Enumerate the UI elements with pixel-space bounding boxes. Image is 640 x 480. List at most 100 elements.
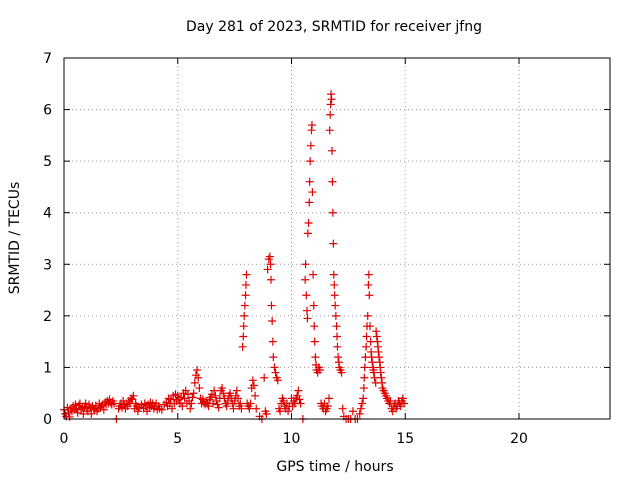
data-point (332, 322, 341, 331)
data-point (331, 311, 340, 320)
data-point (315, 366, 324, 375)
y-tick-label: 1 (43, 360, 52, 376)
data-point (296, 399, 305, 408)
data-point (338, 404, 347, 413)
data-point (374, 347, 383, 356)
data-point (263, 265, 272, 274)
x-tick-label: 0 (60, 431, 69, 447)
data-point (368, 358, 377, 367)
data-point (238, 342, 247, 351)
data-point (137, 400, 146, 409)
data-point (218, 384, 227, 393)
grid-lines (64, 58, 610, 419)
data-point (326, 110, 335, 119)
data-point (372, 327, 381, 336)
data-point (359, 394, 368, 403)
data-point (269, 353, 278, 362)
data-point (356, 404, 365, 413)
data-point (173, 391, 182, 400)
chart-title: Day 281 of 2023, SRMTID for receiver jfn… (186, 19, 482, 35)
data-point (239, 332, 248, 341)
data-point (363, 311, 372, 320)
data-point (190, 378, 199, 387)
data-point (309, 301, 318, 310)
data-point (229, 404, 238, 413)
data-point (334, 353, 343, 362)
data-point (364, 270, 373, 279)
y-tick-label: 0 (43, 412, 52, 428)
data-point (370, 373, 379, 382)
data-point (270, 363, 279, 372)
data-point (377, 373, 386, 382)
data-point (193, 366, 202, 375)
data-point (276, 407, 285, 416)
data-point (328, 208, 337, 217)
data-point (366, 337, 375, 346)
data-point (194, 373, 203, 382)
data-point (306, 141, 315, 150)
data-point (219, 389, 228, 398)
y-tick-label: 5 (43, 154, 52, 170)
y-tick-label: 4 (43, 206, 52, 222)
data-point (204, 402, 213, 411)
data-point (226, 389, 235, 398)
data-point (128, 395, 137, 404)
data-point (260, 373, 269, 382)
data-point (187, 399, 196, 408)
data-point (323, 402, 332, 411)
data-point (327, 146, 336, 155)
data-point (232, 386, 241, 395)
data-point (99, 405, 108, 414)
data-point (246, 399, 255, 408)
data-point (189, 389, 198, 398)
data-point (234, 394, 243, 403)
data-point (239, 322, 248, 331)
data-point (157, 405, 166, 414)
data-point (214, 403, 223, 412)
data-point (310, 322, 319, 331)
data-point (110, 399, 119, 408)
data-point (81, 399, 90, 408)
data-point (302, 291, 311, 300)
data-point (252, 404, 261, 413)
data-point (375, 353, 384, 362)
data-point (302, 306, 311, 315)
data-point (65, 412, 74, 421)
data-point (386, 396, 395, 405)
data-point (87, 409, 96, 418)
data-point (64, 408, 73, 417)
data-point (240, 301, 249, 310)
data-point (210, 386, 219, 395)
data-point (305, 198, 314, 207)
data-point (372, 332, 381, 341)
data-point (245, 404, 254, 413)
data-point (367, 353, 376, 362)
data-point (304, 219, 313, 228)
data-point (362, 332, 371, 341)
data-point (327, 95, 336, 104)
data-point (63, 403, 72, 412)
data-point (365, 322, 374, 331)
data-point (305, 177, 314, 186)
data-point (268, 337, 277, 346)
data-point (360, 373, 369, 382)
y-tick-label: 6 (43, 103, 52, 119)
data-point (183, 390, 192, 399)
data-point (330, 291, 339, 300)
data-point (325, 126, 334, 135)
y-axis-ticks: 0 1 2 3 4 5 6 7 (43, 51, 610, 428)
data-point (262, 409, 271, 418)
data-point (309, 270, 318, 279)
data-point (376, 368, 385, 377)
data-point (241, 291, 250, 300)
data-point (273, 376, 282, 385)
data-point (400, 399, 409, 408)
data-point (133, 407, 142, 416)
data-point (266, 260, 275, 269)
data-point (325, 394, 334, 403)
data-point (79, 409, 88, 418)
data-point (369, 368, 378, 377)
data-point (365, 291, 374, 300)
data-point (328, 177, 337, 186)
data-point (188, 393, 197, 402)
